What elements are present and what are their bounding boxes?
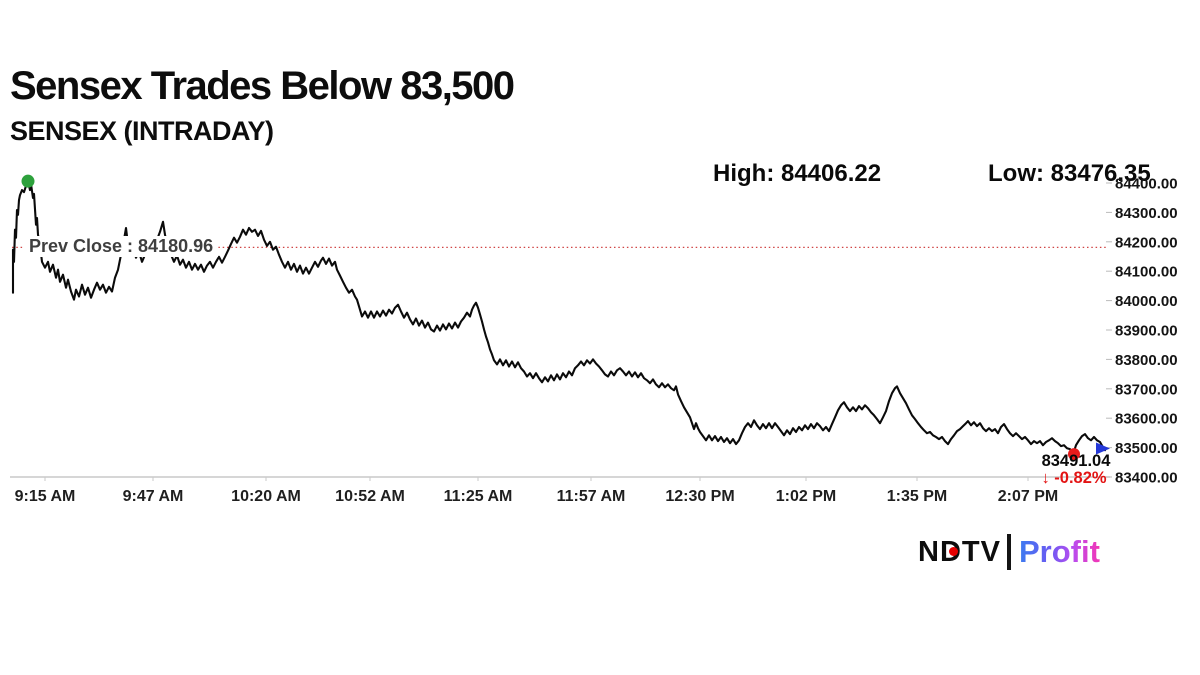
x-tick-label: 10:20 AM (231, 488, 301, 505)
y-tick-label: 84100.00 (1115, 264, 1178, 281)
x-tick-label: 1:35 PM (887, 488, 947, 505)
y-tick-label: 83700.00 (1115, 381, 1178, 398)
y-tick-label: 83900.00 (1115, 323, 1178, 340)
logo-divider (1006, 534, 1011, 570)
x-tick-label: 9:47 AM (123, 488, 184, 505)
session-low-value: Low: 83476.35 (988, 160, 1151, 187)
ndtv-profit-logo: NDTV Profit (918, 532, 1100, 572)
y-tick-label: 84400.00 (1115, 176, 1178, 193)
y-tick-label: 84300.00 (1115, 205, 1178, 222)
x-tick-label: 1:02 PM (776, 488, 836, 505)
last-price-label: 83491.04 (1041, 452, 1111, 470)
x-tick-label: 9:15 AM (15, 488, 76, 505)
y-tick-label: 83600.00 (1115, 411, 1178, 428)
y-tick-label: 84000.00 (1115, 293, 1178, 310)
prev-close-label: Prev Close : 84180.96 (24, 236, 219, 257)
page-title: Sensex Trades Below 83,500 (10, 64, 515, 108)
x-tick-label: 11:57 AM (557, 488, 626, 505)
ndtv-wordmark-text: NDTV (918, 536, 1001, 568)
price-line (11, 180, 1107, 456)
y-tick-label: 84200.00 (1115, 234, 1178, 251)
session-high-dot (21, 174, 35, 188)
x-tick-label: 10:52 AM (335, 488, 405, 505)
x-tick-label: 2:07 PM (998, 488, 1058, 505)
y-tick-label: 83400.00 (1115, 470, 1178, 487)
y-tick-label: 83500.00 (1115, 440, 1178, 457)
x-tick-label: 12:30 PM (665, 488, 734, 505)
y-tick-label: 83800.00 (1115, 352, 1178, 369)
index-name: SENSEX (INTRADAY) (10, 116, 274, 146)
line-end-marker-icon (1096, 442, 1110, 455)
ndtv-wordmark: NDTV (918, 532, 1001, 572)
last-price-dot (1068, 448, 1080, 461)
session-high-value: High: 84406.22 (713, 160, 882, 187)
change-percent-label: ↓ -0.82% (1041, 469, 1107, 487)
ndtv-red-dot-icon (949, 547, 958, 556)
profit-wordmark: Profit (1019, 532, 1100, 572)
x-tick-label: 11:25 AM (444, 488, 513, 505)
